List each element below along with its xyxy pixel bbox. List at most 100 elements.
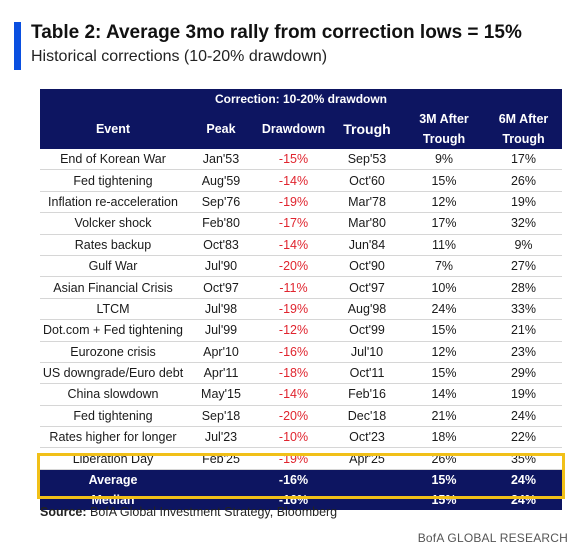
title-accent-bar — [14, 22, 21, 70]
cell-drawdown: -14% — [256, 383, 331, 406]
table-row: Asian Financial Crisis Oct'97 -11% Oct'97 10… — [40, 276, 562, 299]
cell-6m: 27% — [485, 255, 562, 278]
cell-event: Rates higher for longer — [40, 426, 186, 449]
cell-trough: Aug'98 — [331, 298, 403, 321]
table-row: End of Korean War Jan'53 -15% Sep'53 9% 17% — [40, 149, 562, 171]
cell-peak: Sep'18 — [186, 405, 256, 428]
table-body: End of Korean War Jan'53 -15% Sep'53 9% 17% Fe… — [40, 149, 562, 470]
cell-event: Fed tightening — [40, 405, 186, 428]
cell-trough: Oct'23 — [331, 426, 403, 449]
cell-drawdown: -15% — [256, 149, 331, 171]
cell-6m: 33% — [485, 298, 562, 321]
cell-peak: Apr'11 — [186, 362, 256, 385]
table-summary: Average -16% 15% 24% Median -16% 15% 24% — [40, 469, 562, 510]
cell-trough: Mar'78 — [331, 191, 403, 214]
cell-3m: 15% — [403, 319, 485, 342]
column-header-trough: Trough — [331, 109, 403, 149]
cell-event: Inflation re-acceleration — [40, 191, 186, 214]
cell-6m: 9% — [485, 234, 562, 256]
column-header-6m-after-trough: 6M After Trough — [485, 109, 562, 149]
cell-6m: 23% — [485, 341, 562, 363]
cell-event: Volcker shock — [40, 212, 186, 235]
cell-drawdown: -14% — [256, 169, 331, 192]
column-header-3m-after-trough: 3M After Trough — [403, 109, 485, 149]
cell-trough: Apr'25 — [331, 447, 403, 470]
cell-event: End of Korean War — [40, 149, 186, 171]
summary-row-average: Average -16% 15% 24% — [40, 469, 562, 490]
cell-drawdown: -18% — [256, 362, 331, 385]
cell-6m: 21% — [485, 319, 562, 342]
table-row: Fed tightening Sep'18 -20% Dec'18 21% 24% — [40, 405, 562, 428]
cell-drawdown: -20% — [256, 405, 331, 428]
summary-3m: 15% — [403, 489, 485, 510]
cell-event: US downgrade/Euro debt — [40, 362, 186, 385]
footer-brand: BofA GLOBAL RESEARCH — [417, 531, 568, 545]
summary-empty-cell — [186, 489, 256, 510]
summary-6m: 24% — [485, 469, 562, 490]
cell-trough: Mar'80 — [331, 212, 403, 235]
table-row: Fed tightening Aug'59 -14% Oct'60 15% 26% — [40, 169, 562, 192]
cell-3m: 21% — [403, 405, 485, 428]
cell-peak: Jul'98 — [186, 298, 256, 321]
cell-6m: 28% — [485, 276, 562, 299]
page-subtitle: Historical corrections (10-20% drawdown) — [31, 48, 328, 65]
cell-3m: 18% — [403, 426, 485, 449]
cell-6m: 35% — [485, 447, 562, 470]
cell-6m: 24% — [485, 405, 562, 428]
cell-6m: 32% — [485, 212, 562, 235]
cell-drawdown: -12% — [256, 319, 331, 342]
cell-3m: 15% — [403, 362, 485, 385]
cell-event: Liberation Day — [40, 447, 186, 470]
cell-peak: May'15 — [186, 383, 256, 406]
cell-event: Eurozone crisis — [40, 341, 186, 363]
summary-empty-cell — [186, 469, 256, 490]
cell-6m: 22% — [485, 426, 562, 449]
source-label: Source: — [40, 505, 87, 519]
cell-trough: Jun'84 — [331, 234, 403, 256]
cell-event: China slowdown — [40, 383, 186, 406]
table-row: LTCM Jul'98 -19% Aug'98 24% 33% — [40, 298, 562, 321]
cell-peak: Oct'97 — [186, 276, 256, 299]
table-row: Inflation re-acceleration Sep'76 -19% Mar'7… — [40, 191, 562, 214]
cell-peak: Oct'83 — [186, 234, 256, 256]
table-row: US downgrade/Euro debt Apr'11 -18% Oct'11 15… — [40, 362, 562, 385]
cell-peak: Jan'53 — [186, 149, 256, 171]
cell-3m: 26% — [403, 447, 485, 470]
cell-drawdown: -19% — [256, 191, 331, 214]
cell-trough: Oct'11 — [331, 362, 403, 385]
cell-drawdown: -19% — [256, 298, 331, 321]
cell-trough: Feb'16 — [331, 383, 403, 406]
source-text: BofA Global Investment Strategy, Bloombe… — [86, 505, 338, 519]
cell-peak: Apr'10 — [186, 341, 256, 363]
summary-empty-cell — [331, 489, 403, 510]
cell-6m: 29% — [485, 362, 562, 385]
cell-6m: 19% — [485, 191, 562, 214]
cell-event: Rates backup — [40, 234, 186, 256]
cell-event: LTCM — [40, 298, 186, 321]
cell-event: Asian Financial Crisis — [40, 276, 186, 299]
cell-3m: 11% — [403, 234, 485, 256]
cell-drawdown: -20% — [256, 255, 331, 278]
summary-label: Average — [40, 469, 186, 490]
cell-trough: Oct'60 — [331, 169, 403, 192]
cell-trough: Oct'90 — [331, 255, 403, 278]
cell-peak: Jul'99 — [186, 319, 256, 342]
cell-3m: 17% — [403, 212, 485, 235]
column-header-peak: Peak — [186, 109, 256, 149]
cell-3m: 15% — [403, 169, 485, 192]
cell-drawdown: -11% — [256, 276, 331, 299]
summary-3m: 15% — [403, 469, 485, 490]
cell-peak: Aug'59 — [186, 169, 256, 192]
cell-event: Gulf War — [40, 255, 186, 278]
cell-3m: 7% — [403, 255, 485, 278]
table-row: Liberation Day Feb'25 -19% Apr'25 26% 35% — [40, 447, 562, 470]
cell-peak: Jul'90 — [186, 255, 256, 278]
summary-6m: 24% — [485, 489, 562, 510]
cell-trough: Oct'97 — [331, 276, 403, 299]
cell-3m: 14% — [403, 383, 485, 406]
cell-drawdown: -14% — [256, 234, 331, 256]
cell-6m: 17% — [485, 149, 562, 171]
cell-3m: 12% — [403, 341, 485, 363]
page-title: Table 2: Average 3mo rally from correcti… — [31, 22, 522, 43]
cell-6m: 26% — [485, 169, 562, 192]
